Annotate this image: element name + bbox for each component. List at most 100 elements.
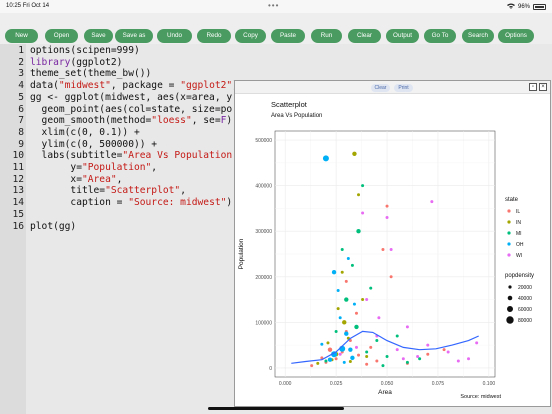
plot-window[interactable]: Clear Print ▫ × Scatterplot Area Vs Popul… [234, 80, 551, 407]
toolbar-go-to-button[interactable]: Go To [424, 29, 456, 43]
toolbar-undo-button[interactable]: Undo [157, 29, 192, 43]
data-point-mi [340, 247, 344, 251]
data-point-in [342, 320, 347, 325]
data-point-in [326, 341, 330, 345]
x-tick-label: 0.100 [483, 381, 496, 387]
toolbar-options-button[interactable]: Options [498, 29, 534, 43]
status-right: 96% [506, 3, 546, 11]
line-number: 16 [12, 220, 24, 232]
data-point-il [334, 357, 338, 361]
line-number: 10 [12, 150, 24, 162]
toolbar-run-button[interactable]: Run [311, 29, 342, 43]
data-point-il [389, 275, 393, 279]
chart-subtitle: Area Vs Population [271, 113, 322, 119]
data-point-in [361, 298, 365, 302]
legend-key-mi [507, 231, 511, 235]
legend-size-key [506, 316, 514, 324]
plot-window-titlebar[interactable]: Clear Print ▫ × [235, 81, 550, 94]
toolbar-save-button[interactable]: Save [84, 29, 113, 43]
close-icon[interactable]: × [539, 83, 547, 91]
data-point-in [365, 355, 369, 358]
code-token: data( [30, 80, 59, 92]
data-point-oh [327, 357, 333, 362]
data-point-mi [334, 329, 338, 333]
toolbar-open-button[interactable]: Open [45, 29, 78, 43]
y-tick-label: 200000 [255, 275, 272, 281]
data-point-mi [375, 339, 379, 343]
code-text: plot(gg) [30, 221, 76, 233]
legend-label: MI [516, 231, 522, 237]
toolbar-new-button[interactable]: New [5, 29, 38, 43]
x-tick-label: 0.075 [432, 381, 445, 387]
code-text: title="Scatterplot", [30, 185, 186, 197]
line-number: 14 [12, 197, 24, 209]
legend-key-oh [507, 242, 511, 246]
toolbar-save-as-button[interactable]: Save as [115, 29, 153, 43]
y-tick-label: 300000 [255, 229, 272, 235]
restore-icon[interactable]: ▫ [529, 83, 537, 91]
code-text: library(ggplot2) [30, 57, 122, 69]
wifi-icon [506, 3, 515, 11]
data-point-oh [352, 302, 356, 306]
data-point-oh [331, 270, 337, 275]
line-number: 4 [18, 80, 24, 92]
y-tick-label: 400000 [255, 184, 272, 190]
line-number-gutter [0, 44, 26, 414]
line-number: 5 [18, 91, 24, 103]
toolbar-clear-button[interactable]: Clear [348, 29, 381, 43]
legend-size-key [507, 295, 513, 301]
legend-size-key [508, 285, 512, 289]
data-point-wi [405, 325, 409, 329]
battery-percent: 96% [517, 4, 530, 10]
data-point-oh [338, 316, 342, 320]
legend-label: WI [516, 253, 522, 259]
code-text: data("midwest", package = "ggplot2") [30, 80, 238, 92]
toolbar: New Open Save Save as Undo Redo Copy Paste Run Cl… [0, 13, 552, 44]
code-text: y="Population", [30, 162, 157, 174]
toolbar-output-button[interactable]: Output [386, 29, 419, 43]
legend-label: IL [516, 209, 520, 215]
clear-plot-button[interactable]: Clear [371, 84, 390, 92]
multitask-dots[interactable]: ••• [268, 1, 280, 10]
data-point-wi [338, 352, 342, 356]
toolbar-redo-button[interactable]: Redo [197, 29, 231, 43]
x-tick-label: 0.000 [279, 381, 292, 387]
code-token: , [180, 185, 186, 197]
chart-title: Scatterplot [271, 100, 308, 109]
x-tick-label: 0.025 [330, 381, 343, 387]
data-point-mi [350, 263, 354, 267]
data-point-oh [322, 155, 329, 162]
data-point-mi [405, 360, 409, 364]
data-point-mi [356, 229, 361, 234]
code-token: "Scatterplot" [105, 185, 181, 197]
data-point-oh [336, 288, 340, 292]
data-point-oh [342, 360, 346, 364]
code-token: gg <- ggplot(midwest, aes(x=area, y [30, 91, 233, 103]
legend-label: IN [516, 220, 521, 226]
status-bar: 10:25 Fri Oct 14 ••• 96% [0, 0, 552, 13]
scatterplot-chart: Scatterplot Area Vs Population 0.000 0.025 0… [238, 100, 534, 400]
legend-key-in [507, 220, 511, 224]
legend-size-label: 40000 [518, 296, 532, 302]
data-point-oh [346, 257, 350, 261]
data-point-wi [389, 247, 393, 251]
data-point-il [327, 347, 333, 352]
data-point-wi [385, 216, 389, 220]
toolbar-paste-button[interactable]: Paste [271, 29, 305, 43]
data-point-wi [467, 357, 471, 361]
data-point-il [365, 362, 369, 366]
code-token: (ggplot2) [70, 56, 123, 68]
data-point-il [344, 279, 348, 283]
data-point-il [426, 352, 430, 356]
legend-key-il [507, 209, 511, 213]
legend-size-label: 20000 [518, 285, 532, 291]
legend-size-label: 80000 [518, 318, 532, 324]
print-plot-button[interactable]: Print [394, 84, 413, 92]
home-indicator[interactable] [208, 407, 344, 410]
line-number: 3 [18, 68, 24, 80]
toolbar-search-button[interactable]: Search [462, 29, 494, 43]
data-point-wi [377, 316, 381, 320]
data-point-wi [456, 359, 460, 363]
toolbar-copy-button[interactable]: Copy [235, 29, 266, 43]
data-point-wi [395, 348, 399, 352]
